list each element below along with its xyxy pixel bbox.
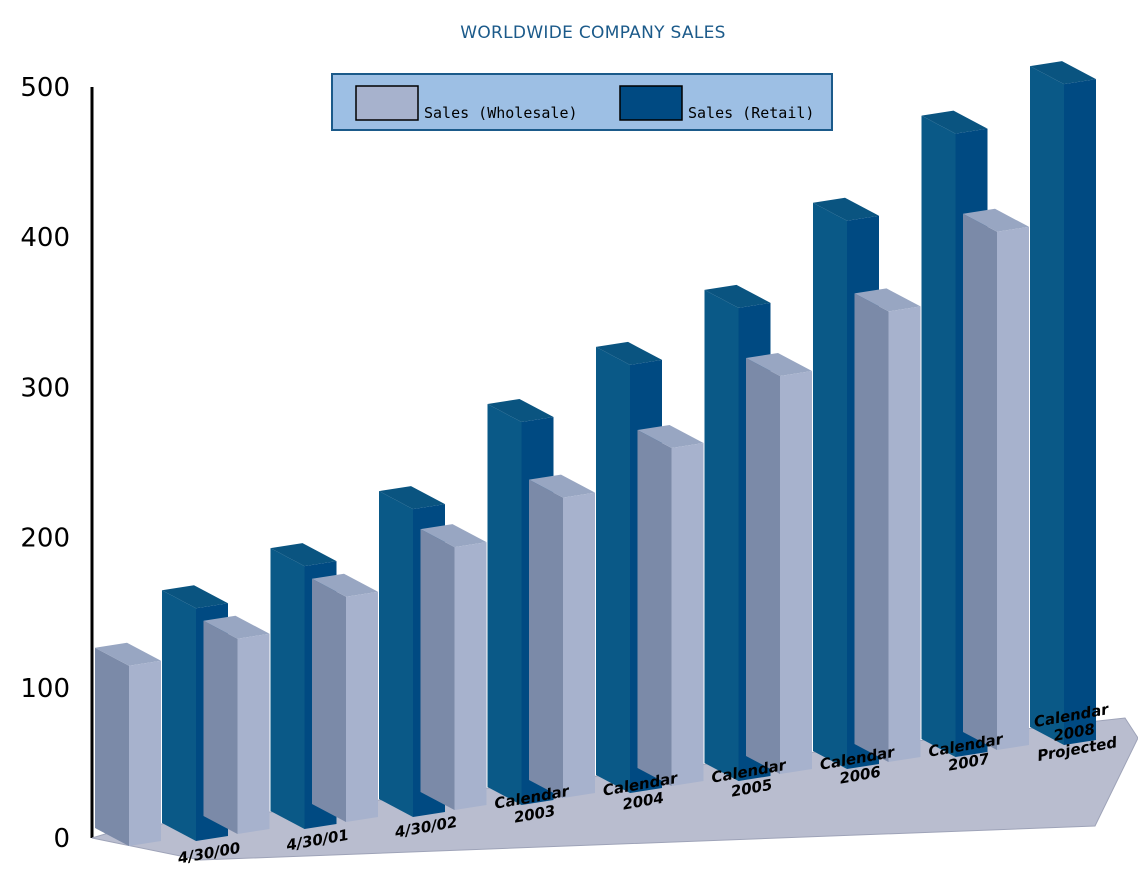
legend-label-wholesale: Sales (Wholesale) — [424, 104, 578, 122]
bar-wholesale — [203, 615, 270, 834]
y-tick-label: 0 — [53, 824, 70, 854]
bar-wholesale — [312, 573, 378, 822]
bars — [95, 61, 1096, 846]
chart-title: WORLDWIDE COMPANY SALES — [460, 23, 725, 43]
legend: Sales (Wholesale) Sales (Retail) — [331, 73, 833, 131]
bar-wholesale — [637, 425, 704, 786]
bar-wholesale — [420, 524, 487, 810]
y-tick-label: 500 — [20, 73, 70, 103]
y-tick-labels: 0 100 200 300 400 500 — [20, 73, 70, 854]
legend-swatch-retail — [619, 85, 683, 121]
bar-wholesale — [746, 352, 812, 774]
y-tick-label: 100 — [20, 674, 70, 704]
y-tick-label: 200 — [20, 524, 70, 554]
legend-swatch-wholesale — [355, 85, 419, 121]
bar-wholesale — [95, 642, 161, 846]
bar-wholesale — [854, 288, 921, 762]
y-tick-label: 300 — [20, 373, 70, 403]
bar-wholesale — [529, 474, 595, 798]
bar-wholesale — [963, 208, 1029, 750]
bar-retail — [1030, 61, 1096, 746]
y-tick-label: 400 — [20, 223, 70, 253]
legend-label-retail: Sales (Retail) — [688, 104, 814, 122]
